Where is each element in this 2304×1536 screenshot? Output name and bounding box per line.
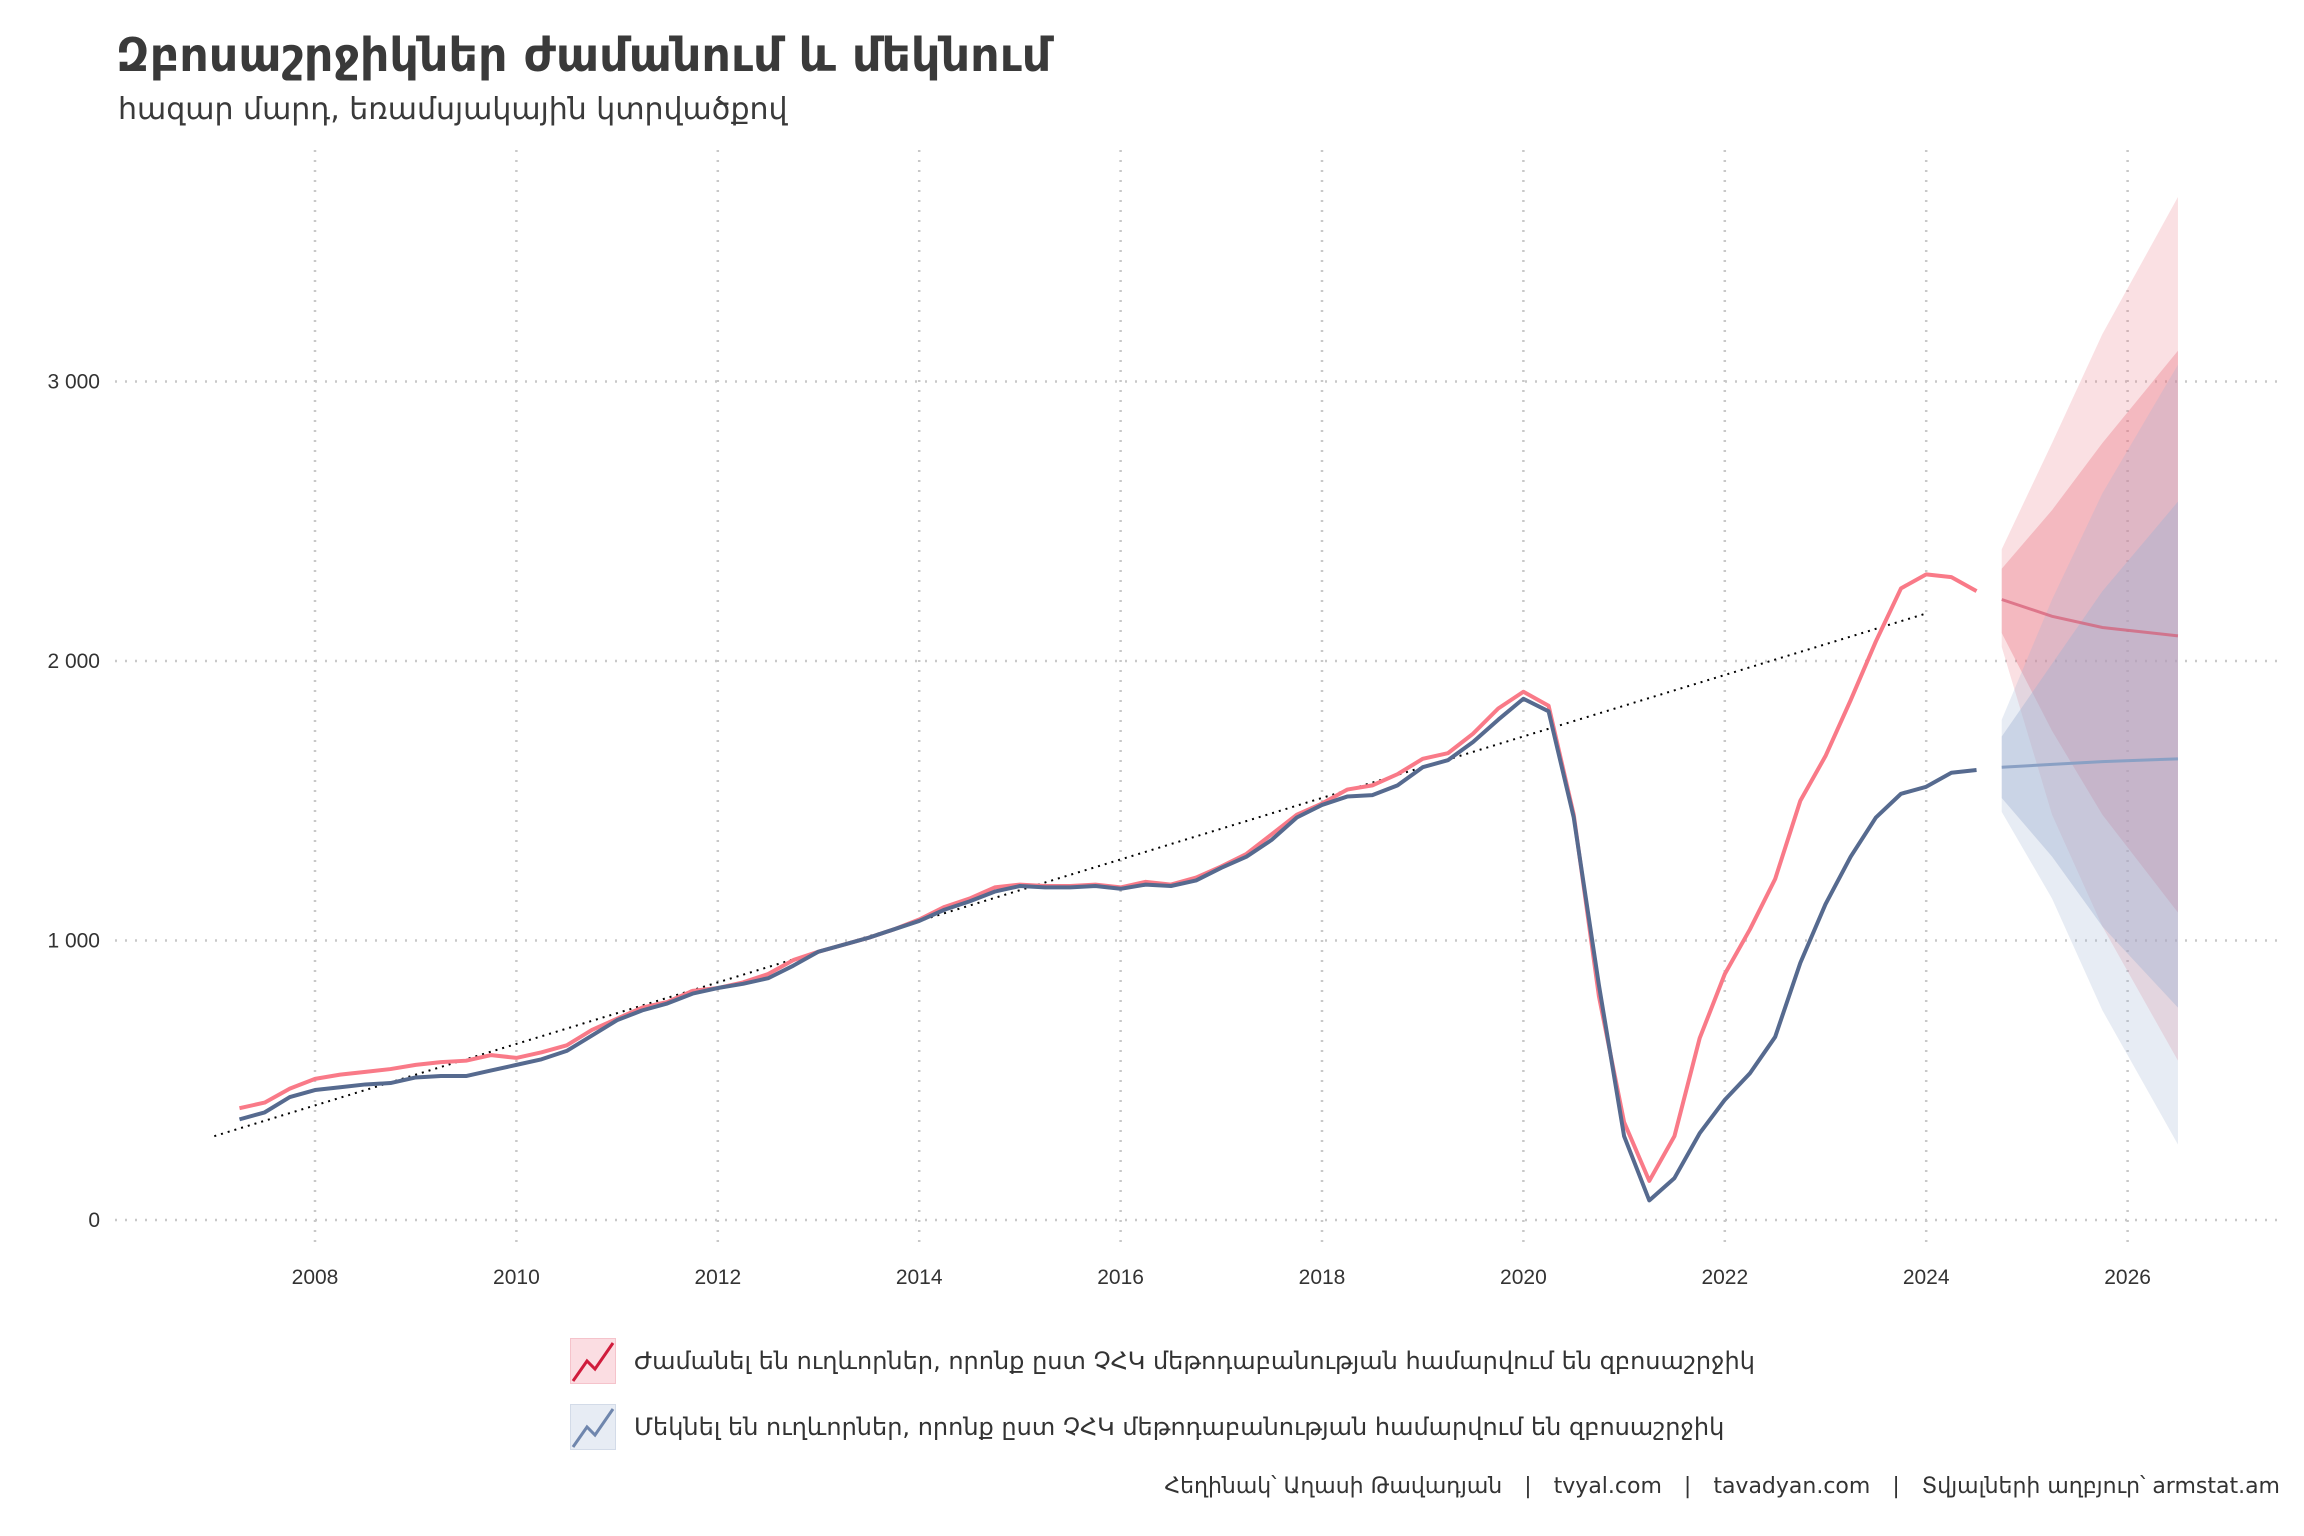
- chart-subtitle: հազար մարդ, եռամսյակային կտրվածքով: [118, 92, 788, 127]
- departures-legend-icon: [570, 1404, 616, 1450]
- legend-item-arrivals: Ժամանել են ուղևորներ, որոնք ըստ ՉՀԿ մեթո…: [570, 1338, 1755, 1384]
- departures-forecast-line: [2001, 757, 2179, 769]
- y-tick-label: 0: [88, 1209, 100, 1232]
- x-tick-label: 2022: [1701, 1266, 1748, 1289]
- x-tick-label: 2020: [1500, 1266, 1547, 1289]
- arrivals-80-band: [2001, 350, 2178, 913]
- x-tick-label: 2016: [1097, 1266, 1144, 1289]
- legend-label-departures: Մեկնել են ուղևորներ, որոնք ըստ ՉՀԿ մեթոդ…: [634, 1413, 1725, 1441]
- x-tick-label: 2024: [1903, 1266, 1950, 1289]
- axis-ticks: 0 1 000 2 000 3 000 2008 2010 2012 2014 2016 2018…: [47, 371, 2151, 1290]
- x-tick-label: 2008: [292, 1266, 339, 1289]
- departures-line: [238, 696, 1977, 1203]
- caption-site1[interactable]: tvyal.com: [1553, 1474, 1662, 1499]
- arrivals-legend-icon: [570, 1338, 616, 1384]
- forecast-bands: [2001, 197, 2178, 1145]
- caption-source: Տվյալների աղբյուր՝ armstat.am: [1921, 1474, 2280, 1499]
- y-tick-label: 2 000: [47, 650, 100, 673]
- x-tick-label: 2014: [896, 1266, 943, 1289]
- caption-author: Հեղինակ՝ Աղասի Թավադյան: [1164, 1474, 1503, 1499]
- y-tick-label: 1 000: [47, 930, 100, 953]
- arrivals-forecast-line: [2001, 598, 2179, 638]
- legend-item-departures: Մեկնել են ուղևորներ, որոնք ըստ ՉՀԿ մեթոդ…: [570, 1404, 1724, 1450]
- series-lines: [214, 572, 2179, 1203]
- caption: Հեղինակ՝ Աղասի Թավադյան | tvyal.com | tavady…: [1164, 1474, 2280, 1499]
- chart-title: Զբոսաշրջիկներ ժամանում և մեկնում: [116, 28, 1052, 82]
- grid: [115, 150, 2282, 1250]
- trend-line: [214, 612, 1927, 1138]
- arrivals-95-band: [2001, 197, 2178, 1061]
- x-tick-label: 2010: [493, 1266, 540, 1289]
- departures-95-band: [2001, 364, 2178, 1145]
- x-tick-label: 2012: [694, 1266, 741, 1289]
- legend-label-arrivals: Ժամանել են ուղևորներ, որոնք ըստ ՉՀԿ մեթո…: [634, 1347, 1755, 1375]
- departures-80-band: [2001, 501, 2178, 1008]
- y-tick-label: 3 000: [47, 371, 100, 394]
- arrivals-line: [239, 572, 1978, 1183]
- caption-site2[interactable]: tavadyan.com: [1713, 1474, 1871, 1499]
- x-tick-label: 2026: [2104, 1266, 2151, 1289]
- x-tick-label: 2018: [1299, 1266, 1346, 1289]
